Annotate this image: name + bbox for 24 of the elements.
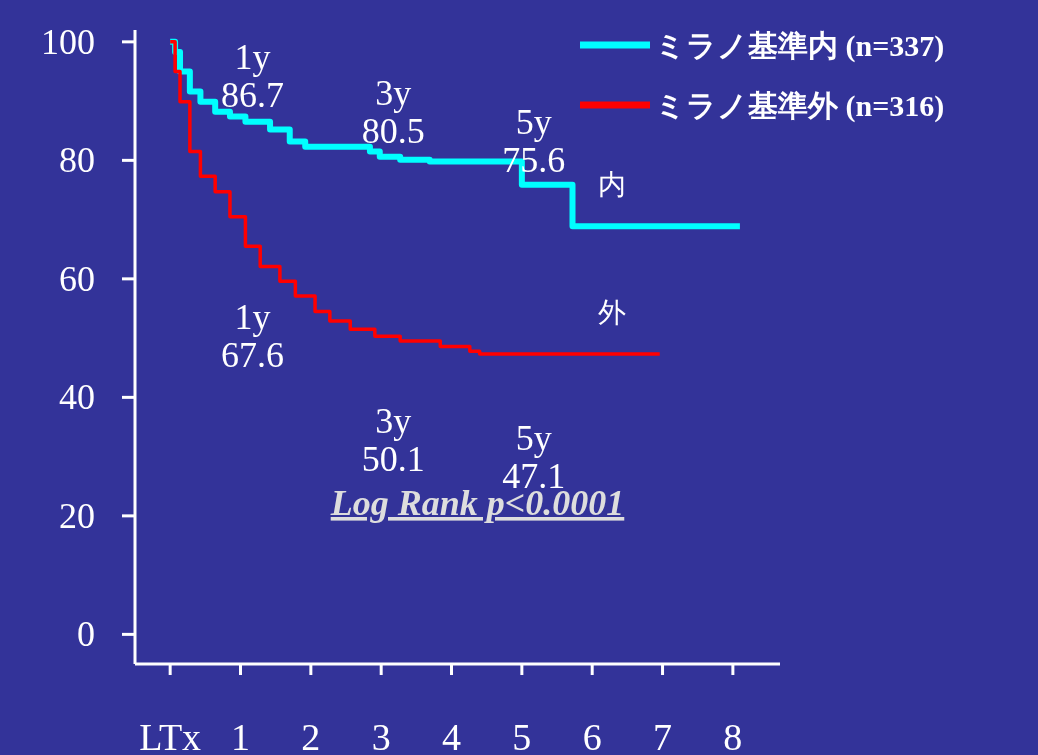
x-tick-label: 1 (231, 716, 251, 755)
y-tick-label: 0 (77, 614, 95, 655)
annotation: 5y 75.6 (502, 102, 566, 181)
legend-label: ミラノ基準内 (n=337) (655, 29, 945, 63)
y-tick-label: 20 (59, 495, 95, 536)
x-tick-label: 5 (512, 716, 532, 755)
y-tick-label: 100 (41, 21, 95, 62)
x-tick-label: 4 (442, 716, 462, 755)
annotation: 1y 67.6 (221, 296, 284, 375)
annotation: 3y 80.5 (361, 73, 425, 152)
annotation: 外 (598, 297, 627, 329)
x-tick-label: 6 (582, 716, 602, 755)
annotation: 1y 86.7 (221, 36, 284, 115)
legend-label: ミラノ基準外 (n=316) (655, 89, 945, 123)
x-tick-label: 8 (723, 716, 743, 755)
annotation: 3y 50.1 (361, 400, 425, 479)
x-tick-label: 2 (301, 716, 321, 755)
y-tick-label: 60 (59, 258, 95, 299)
x-tick-label: 7 (653, 716, 673, 755)
annotation: 内 (598, 169, 627, 201)
x-tick-label: 3 (371, 716, 391, 755)
y-tick-label: 80 (59, 140, 95, 181)
x-tick-label: LTx (139, 716, 202, 755)
y-tick-label: 40 (59, 377, 95, 418)
